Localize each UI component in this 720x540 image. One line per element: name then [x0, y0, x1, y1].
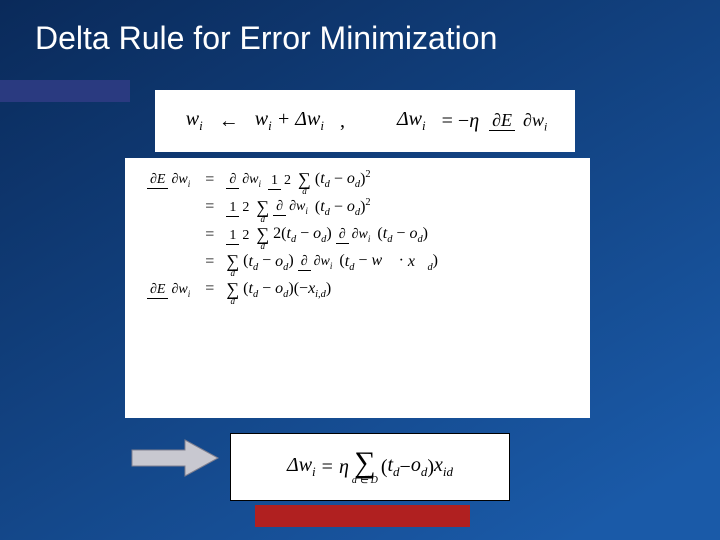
- equation-update-rule: wi ← wi + Δwi , Δwi = −η ∂E ∂wi: [155, 90, 575, 152]
- derivation-row-5: ∂E∂wi = ∑d (td − od)(−xi,d): [141, 276, 444, 303]
- derivation-row-2: = 12 ∑d ∂∂wi (td − od)2: [141, 194, 444, 222]
- title-text: Delta Rule for Error Minimization: [35, 20, 497, 56]
- derivation-row-4: = ∑d (td − od) ∂∂wi (td − w⃗ · x⃗d): [141, 248, 444, 275]
- slide: Delta Rule for Error Minimization wi ← w…: [0, 0, 720, 540]
- result-arrow-icon: [130, 438, 220, 478]
- accent-bar: [0, 80, 130, 102]
- red-accent-bar: [255, 505, 470, 527]
- arrow-left-icon: ←: [219, 110, 239, 133]
- derivation-row-1: ∂E∂wi = ∂∂wi 12 ∑d (td − od)2: [141, 166, 444, 194]
- derivation-table: ∂E∂wi = ∂∂wi 12 ∑d (td − od)2 = 12 ∑d ∂∂…: [141, 166, 444, 303]
- slide-title: Delta Rule for Error Minimization: [35, 20, 497, 57]
- derivation-row-3: = 12 ∑d 2(td − od) ∂∂wi (td − od): [141, 221, 444, 248]
- equation-derivation: ∂E∂wi = ∂∂wi 12 ∑d (td − od)2 = 12 ∑d ∂∂…: [125, 158, 590, 418]
- equation-final-result: Δwi = η ∑ d ∈ D (td − od)xid: [230, 433, 510, 501]
